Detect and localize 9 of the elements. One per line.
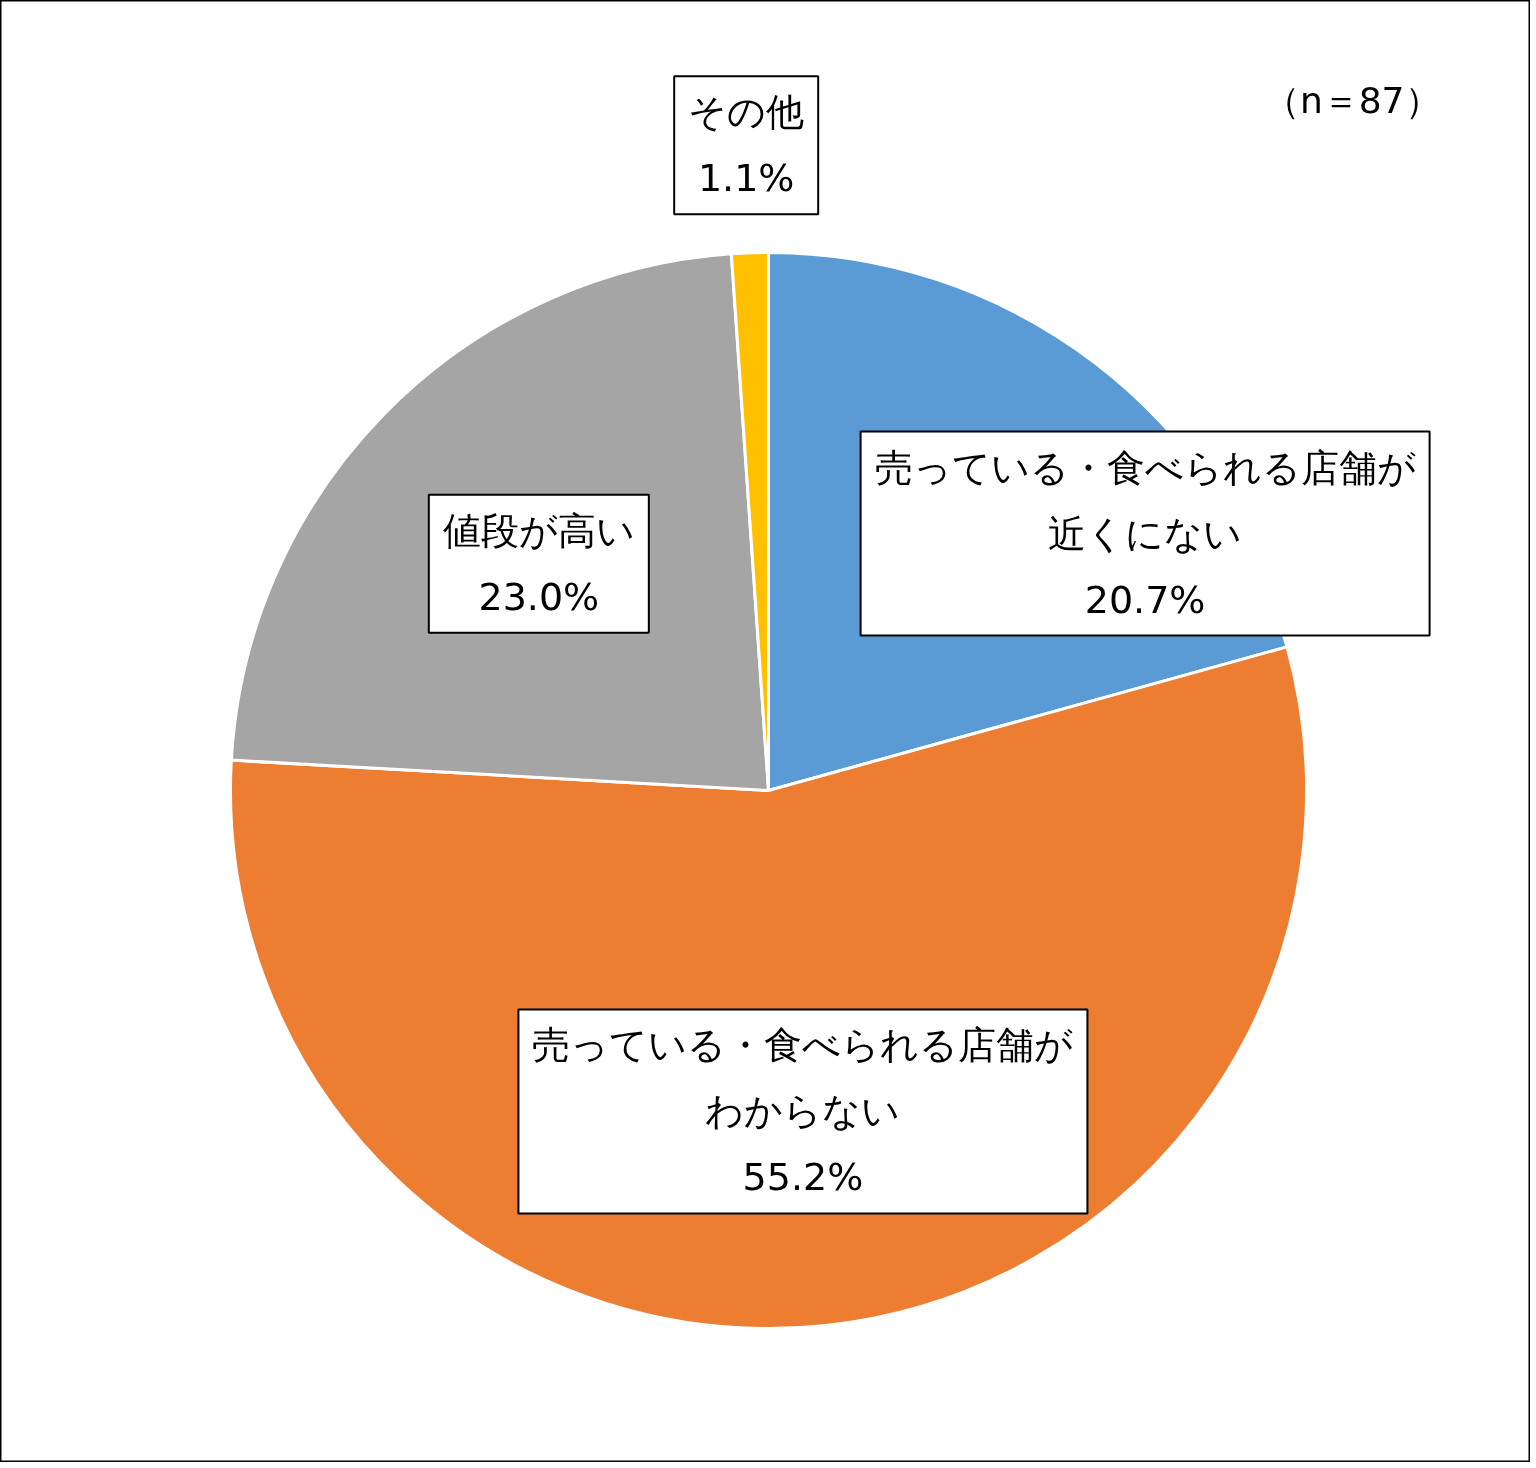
slice-label: 値段が高い [442, 508, 635, 553]
data-label: 23.0% [478, 574, 600, 619]
data-label: 1.1% [697, 156, 795, 201]
slice-label: 売っている・食べられる店舗がわからない [532, 1023, 1074, 1134]
slice-label: 売っている・食べられる店舗が近くにない [874, 445, 1416, 556]
data-label: 55.2% [742, 1155, 864, 1200]
data-label: 20.7% [1084, 577, 1206, 622]
text: （n＝87） [1263, 80, 1441, 121]
slice-label: その他 [688, 90, 805, 135]
